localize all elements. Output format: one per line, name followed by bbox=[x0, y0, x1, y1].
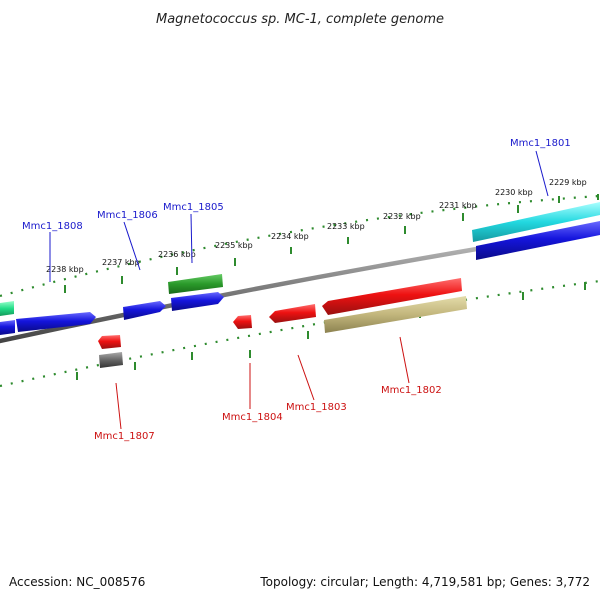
gene-label[interactable]: Mmc1_1805 bbox=[163, 202, 224, 213]
leader-line bbox=[399, 336, 410, 384]
reverse-cds-feature[interactable] bbox=[322, 278, 462, 315]
tick-label: 2237 kbp bbox=[102, 258, 140, 267]
genome-summary-text: Topology: circular; Length: 4,719,581 bp… bbox=[259, 575, 590, 589]
olive-feature[interactable] bbox=[324, 296, 467, 333]
reverse-cds-feature[interactable] bbox=[98, 335, 121, 349]
gene-label[interactable]: Mmc1_1808 bbox=[22, 221, 83, 232]
tick-label: 2233 kbp bbox=[327, 222, 365, 231]
gene-label[interactable]: Mmc1_1803 bbox=[286, 402, 347, 413]
cyan-feature[interactable] bbox=[472, 202, 600, 242]
reverse-cds-feature[interactable] bbox=[233, 315, 252, 329]
forward-cds-feature[interactable] bbox=[16, 312, 96, 332]
leader-line bbox=[123, 221, 141, 271]
tick-label: 2229 kbp bbox=[549, 178, 587, 187]
leader-line bbox=[297, 354, 315, 401]
forward-cds-feature[interactable] bbox=[0, 320, 15, 335]
forward-cds-feature[interactable] bbox=[476, 221, 600, 260]
forward-cds-feature[interactable] bbox=[123, 301, 166, 320]
tick-label: 2230 kbp bbox=[495, 188, 533, 197]
gene-label[interactable]: Mmc1_1801 bbox=[510, 138, 571, 149]
reverse-cds-feature[interactable] bbox=[269, 304, 316, 323]
teal-feature[interactable] bbox=[0, 301, 14, 316]
leader-line bbox=[115, 382, 122, 430]
tick-label: 2236 kbp bbox=[158, 250, 196, 259]
gene-label[interactable]: Mmc1_1804 bbox=[222, 412, 283, 423]
reverse-gene-labels: Mmc1_1802 Mmc1_1803 Mmc1_1804 Mmc1_1807 bbox=[94, 385, 442, 442]
gene-label[interactable]: Mmc1_1806 bbox=[97, 210, 158, 221]
forward-cds-feature[interactable] bbox=[171, 292, 224, 311]
gene-label[interactable]: Mmc1_1807 bbox=[94, 431, 155, 442]
tick-label: 2238 kbp bbox=[46, 265, 84, 274]
gene-label[interactable]: Mmc1_1802 bbox=[381, 385, 442, 396]
accession-text: Accession: NC_008576 bbox=[9, 575, 145, 589]
tick-label: 2234 kbp bbox=[271, 232, 309, 241]
leader-line bbox=[535, 150, 549, 197]
label-leaders bbox=[49, 150, 549, 430]
tick-labels: 2229 kbp 2230 kbp 2231 kbp 2232 kbp 2233… bbox=[46, 178, 587, 274]
tick-label: 2232 kbp bbox=[383, 212, 421, 221]
reverse-tick-track bbox=[0, 279, 600, 388]
tick-label: 2235 kbp bbox=[215, 241, 253, 250]
gray-feature[interactable] bbox=[99, 352, 123, 368]
map-title: Magnetococcus sp. MC-1, complete genome bbox=[156, 12, 444, 27]
forward-gene-labels: Mmc1_1801 Mmc1_1805 Mmc1_1806 Mmc1_1808 bbox=[22, 138, 571, 232]
green-feature[interactable] bbox=[168, 274, 223, 294]
leader-line bbox=[190, 213, 193, 264]
tick-label: 2231 kbp bbox=[439, 201, 477, 210]
